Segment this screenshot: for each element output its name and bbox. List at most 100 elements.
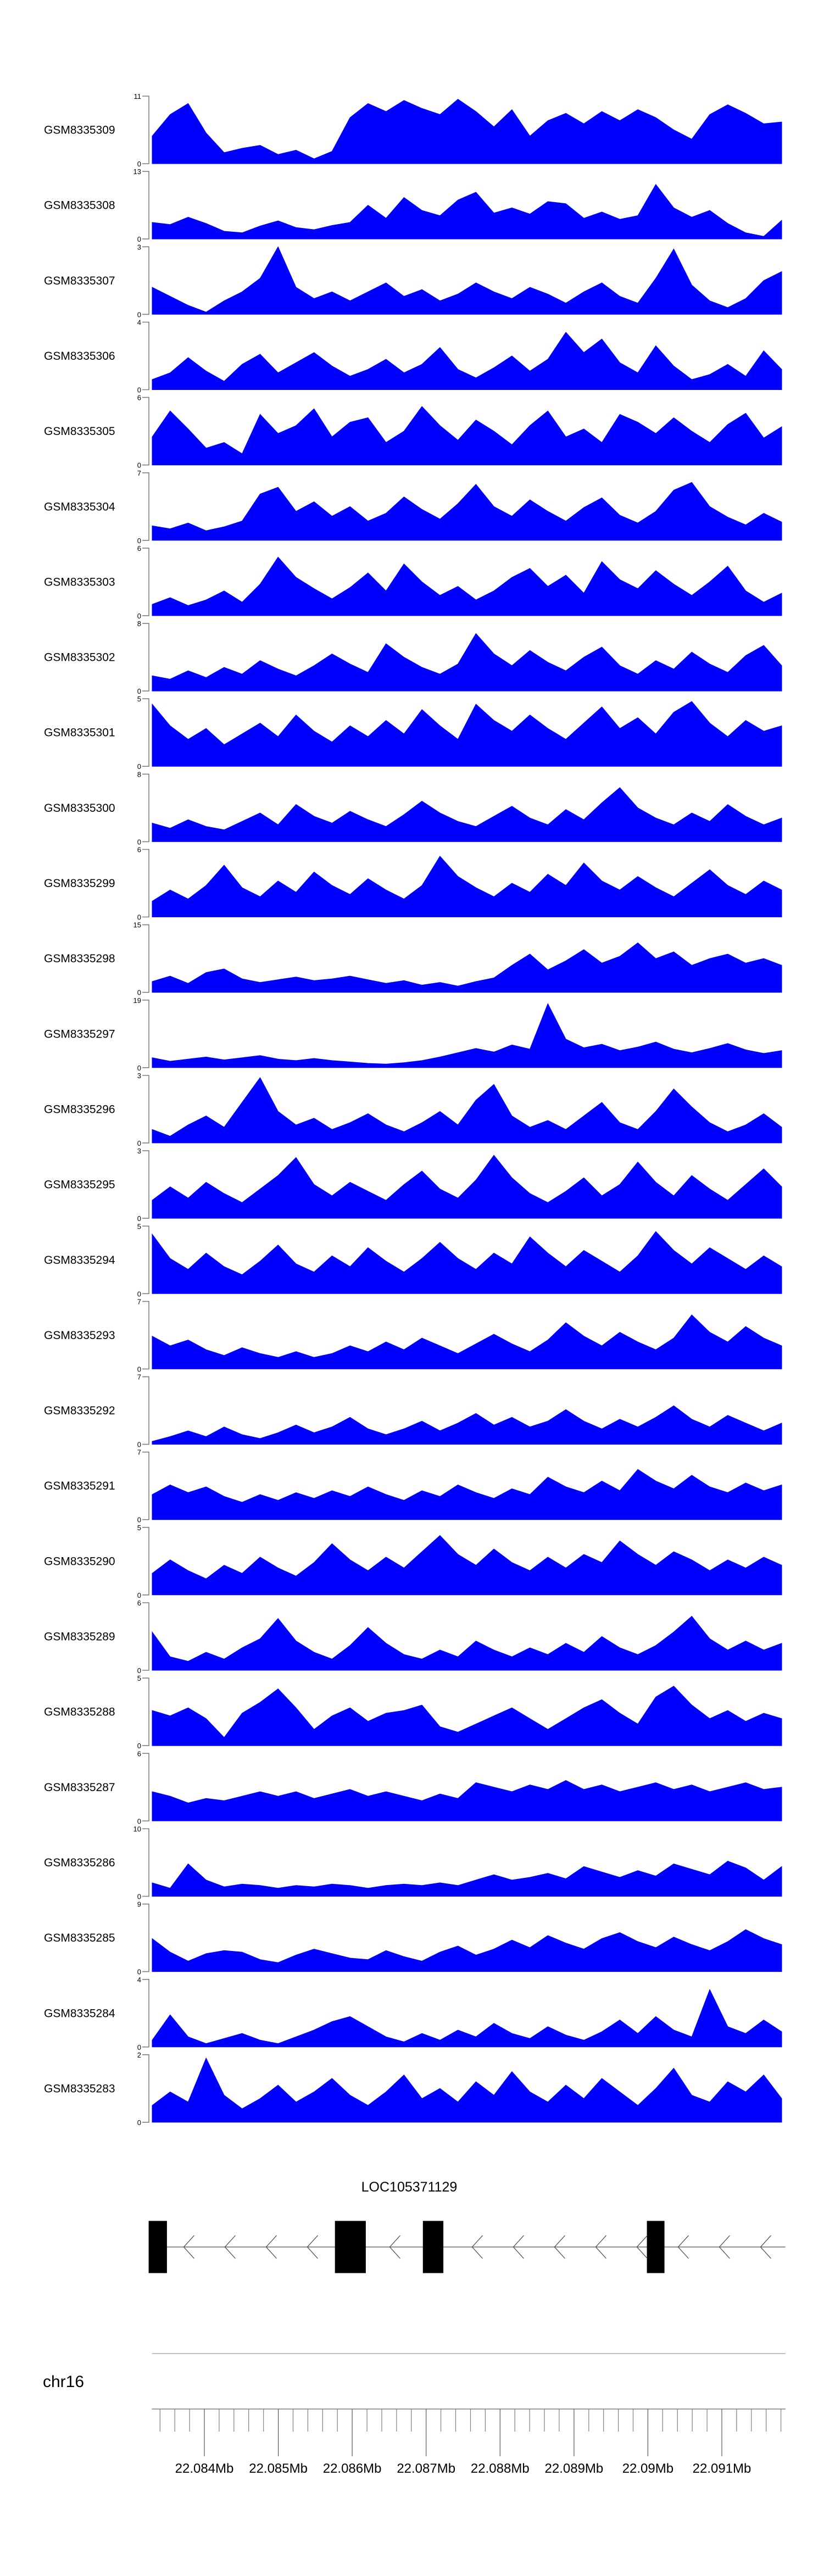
y-axis-bracket (142, 924, 149, 993)
tick-label: 22.088Mb (471, 2461, 530, 2476)
y-axis-zero-label: 0 (137, 1365, 141, 1373)
coverage-track-row: GSM8335293 7 0 (44, 1297, 782, 1373)
coverage-track-row: GSM8335301 5 0 (44, 695, 782, 771)
y-axis-max-label: 6 (137, 394, 141, 402)
tick-label: 22.085Mb (249, 2461, 308, 2476)
y-axis-bracket (142, 1527, 149, 1596)
y-axis-max-label: 6 (137, 846, 141, 854)
coverage-track-row: GSM8335298 15 0 (44, 921, 782, 997)
track-label: GSM8335302 (44, 651, 115, 664)
coverage-polygon (152, 1314, 782, 1369)
y-axis-bracket (142, 1376, 149, 1445)
y-axis-bracket (142, 1150, 149, 1219)
tick-label: 22.089Mb (545, 2461, 604, 2476)
strand-arrow-left-icon (595, 2235, 606, 2259)
coverage-polygon (152, 701, 782, 767)
y-axis-bracket (142, 1828, 149, 1897)
y-axis-max-label: 2 (137, 2051, 141, 2059)
coverage-track-row: GSM8335299 6 0 (44, 846, 782, 922)
y-axis-zero-label: 0 (137, 989, 141, 997)
track-label: GSM8335294 (44, 1254, 115, 1267)
track-label: GSM8335304 (44, 500, 115, 513)
strand-arrow-left-icon (760, 2235, 771, 2259)
y-axis-bracket (142, 1301, 149, 1370)
coverage-track-row: GSM8335292 7 0 (44, 1373, 782, 1449)
track-label: GSM8335297 (44, 1028, 115, 1040)
y-axis-max-label: 5 (137, 1222, 141, 1230)
coverage-track-row: GSM8335294 5 0 (44, 1222, 782, 1298)
y-axis-zero-label: 0 (137, 386, 141, 394)
y-axis-bracket (142, 171, 149, 239)
coverage-polygon (152, 855, 782, 917)
coverage-track-row: GSM8335307 3 0 (44, 243, 782, 319)
y-axis-zero-label: 0 (137, 612, 141, 620)
track-label: GSM8335286 (44, 1856, 115, 1869)
gene-title: LOC105371129 (361, 2179, 458, 2195)
y-axis-max-label: 7 (137, 1297, 141, 1306)
track-label: GSM8335291 (44, 1480, 115, 1492)
coverage-track-row: GSM8335302 8 0 (44, 620, 782, 695)
track-label: GSM8335306 (44, 350, 115, 363)
y-axis-bracket (142, 548, 149, 616)
y-axis-bracket (142, 1677, 149, 1746)
coverage-polygon (152, 787, 782, 842)
y-axis-max-label: 6 (137, 544, 141, 553)
track-label: GSM8335292 (44, 1404, 115, 1417)
track-label: GSM8335309 (44, 124, 115, 137)
coverage-track-row: GSM8335308 13 0 (44, 168, 782, 243)
track-label: GSM8335293 (44, 1329, 115, 1342)
coverage-track-row: GSM8335297 19 0 (44, 996, 782, 1072)
coverage-track-row: GSM8335286 10 0 (44, 1825, 782, 1901)
y-axis-bracket (142, 1903, 149, 1972)
y-axis-zero-label: 0 (137, 1441, 141, 1449)
y-axis-bracket (142, 773, 149, 843)
track-label: GSM8335307 (44, 275, 115, 287)
track-label: GSM8335303 (44, 576, 115, 588)
coverage-track-row: GSM8335285 9 0 (44, 1900, 782, 1976)
y-axis-bracket (142, 849, 149, 918)
coverage-track-row: GSM8335283 2 0 (44, 2051, 782, 2127)
coverage-track-row: GSM8335295 3 0 (44, 1147, 782, 1223)
coverage-polygon (152, 633, 782, 692)
y-axis-bracket (142, 1602, 149, 1671)
strand-arrow-left-icon (224, 2235, 236, 2259)
track-label: GSM8335298 (44, 952, 115, 965)
genome-axis-group: chr16 22.084Mb 22.085Mb 22.086Mb 22.087Mb 22… (43, 2353, 786, 2476)
exon-rect (647, 2221, 665, 2273)
track-label: GSM8335295 (44, 1179, 115, 1191)
y-axis-zero-label: 0 (137, 1666, 141, 1675)
tick-label: 22.086Mb (323, 2461, 382, 2476)
tick-label: 22.091Mb (693, 2461, 751, 2476)
coverage-polygon (152, 1077, 782, 1144)
coverage-polygon (152, 482, 782, 541)
coverage-track-row: GSM8335304 7 0 (44, 469, 782, 545)
strand-arrow-left-icon (719, 2235, 730, 2259)
coverage-polygon (152, 332, 782, 390)
track-label: GSM8335305 (44, 425, 115, 438)
y-axis-max-label: 3 (137, 1147, 141, 1155)
tick-label: 22.087Mb (397, 2461, 455, 2476)
y-axis-zero-label: 0 (137, 537, 141, 545)
strand-arrow-left-icon (183, 2235, 194, 2259)
y-axis-bracket (142, 1451, 149, 1520)
track-label: GSM8335284 (44, 2007, 115, 2020)
track-label: GSM8335308 (44, 199, 115, 212)
strand-arrow-left-icon (554, 2235, 565, 2259)
track-label: GSM8335283 (44, 2082, 115, 2095)
track-label: GSM8335299 (44, 877, 115, 890)
track-label: GSM8335289 (44, 1631, 115, 1643)
coverage-track-row: GSM8335289 6 0 (44, 1599, 782, 1675)
coverage-track-row: GSM8335287 6 0 (44, 1749, 782, 1825)
coverage-polygon (152, 2057, 782, 2123)
y-axis-max-label: 11 (134, 92, 142, 101)
y-axis-bracket (142, 1075, 149, 1144)
y-axis-zero-label: 0 (137, 1064, 141, 1072)
coverage-polygon (152, 942, 782, 993)
y-axis-bracket (142, 1225, 149, 1295)
y-axis-zero-label: 0 (137, 1893, 141, 1901)
coverage-track-row: GSM8335309 11 0 (44, 92, 782, 168)
coverage-track-row: GSM8335290 5 0 (44, 1524, 782, 1599)
y-axis-zero-label: 0 (137, 1742, 141, 1750)
y-axis-max-label: 7 (137, 469, 141, 477)
